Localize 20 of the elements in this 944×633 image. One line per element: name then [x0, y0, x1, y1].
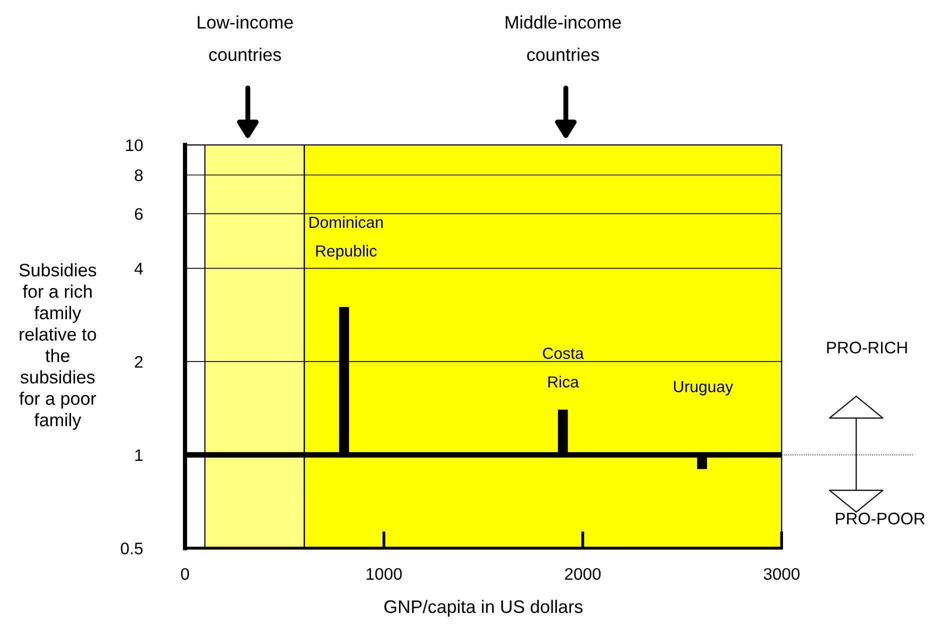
x-tick-label: 1000	[366, 568, 402, 580]
y-tick-label: 10	[126, 139, 143, 152]
text: Middle-income countries	[506, 15, 621, 62]
text: Low-income countries	[198, 15, 293, 62]
annotation: Dominican Republic	[310, 216, 383, 260]
y-tick-label: 0.5	[120, 542, 143, 554]
y-tick-label: 1	[135, 449, 143, 461]
y-axis-title: Subsidies for a rich family relative to the subsidies for a poor family	[19, 263, 96, 430]
y-tick-label: 4	[134, 262, 143, 274]
x-tick-label: 3000	[764, 568, 800, 580]
annotation: Uruguay	[674, 381, 734, 396]
x-tick-label: 2000	[565, 568, 601, 580]
y-tick-label: 6	[134, 208, 143, 220]
annotation: Costa Rica	[542, 348, 584, 388]
text: PRO-POOR	[836, 512, 925, 524]
y-tick-label: 8	[134, 169, 143, 182]
x-tick-label: 0	[181, 568, 190, 580]
y-tick-label: 2	[134, 356, 143, 368]
x-axis-title: GNP/capita in US dollars	[384, 600, 583, 617]
text: PRO-RICH	[827, 342, 907, 354]
